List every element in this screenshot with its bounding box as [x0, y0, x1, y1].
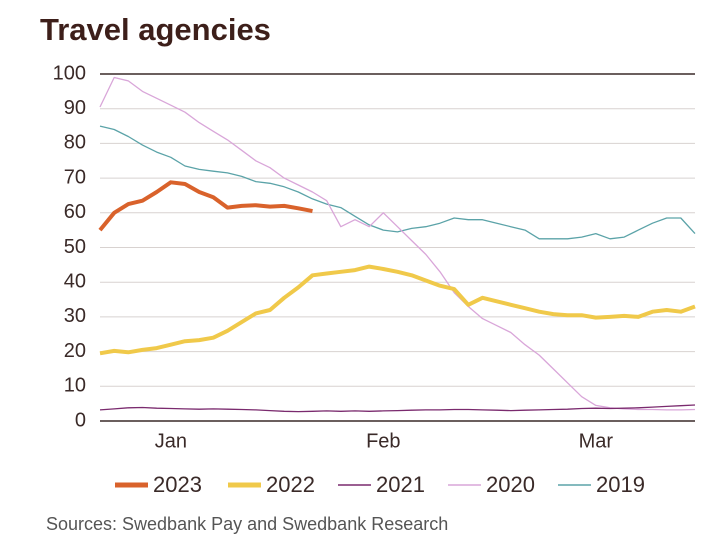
- y-tick-label: 90: [64, 97, 86, 119]
- y-tick-label: 30: [64, 305, 86, 327]
- legend-label: 2023: [153, 472, 202, 497]
- x-tick-label: Mar: [579, 430, 614, 452]
- y-tick-label: 10: [64, 375, 86, 397]
- legend-label: 2020: [486, 472, 535, 497]
- series-line: [98, 180, 313, 232]
- series-line: [99, 264, 696, 356]
- y-tick-label: 0: [75, 409, 86, 431]
- y-tick-label: 20: [64, 340, 86, 362]
- series-line: [99, 76, 696, 411]
- y-tick-label: 40: [64, 270, 86, 292]
- y-tick-label: 100: [53, 62, 86, 84]
- series-line: [99, 404, 696, 413]
- chart-title: Travel agencies: [40, 12, 271, 47]
- y-tick-label: 70: [64, 166, 86, 188]
- y-tick-label: 50: [64, 236, 86, 258]
- x-tick-label: Feb: [366, 430, 400, 452]
- series-line: [99, 125, 696, 240]
- legend-label: 2021: [376, 472, 425, 497]
- y-tick-label: 60: [64, 201, 86, 223]
- x-tick-label: Jan: [155, 430, 187, 452]
- legend-label: 2019: [596, 472, 645, 497]
- source-note: Sources: Swedbank Pay and Swedbank Resea…: [46, 514, 448, 534]
- y-tick-label: 80: [64, 132, 86, 154]
- legend-label: 2022: [266, 472, 315, 497]
